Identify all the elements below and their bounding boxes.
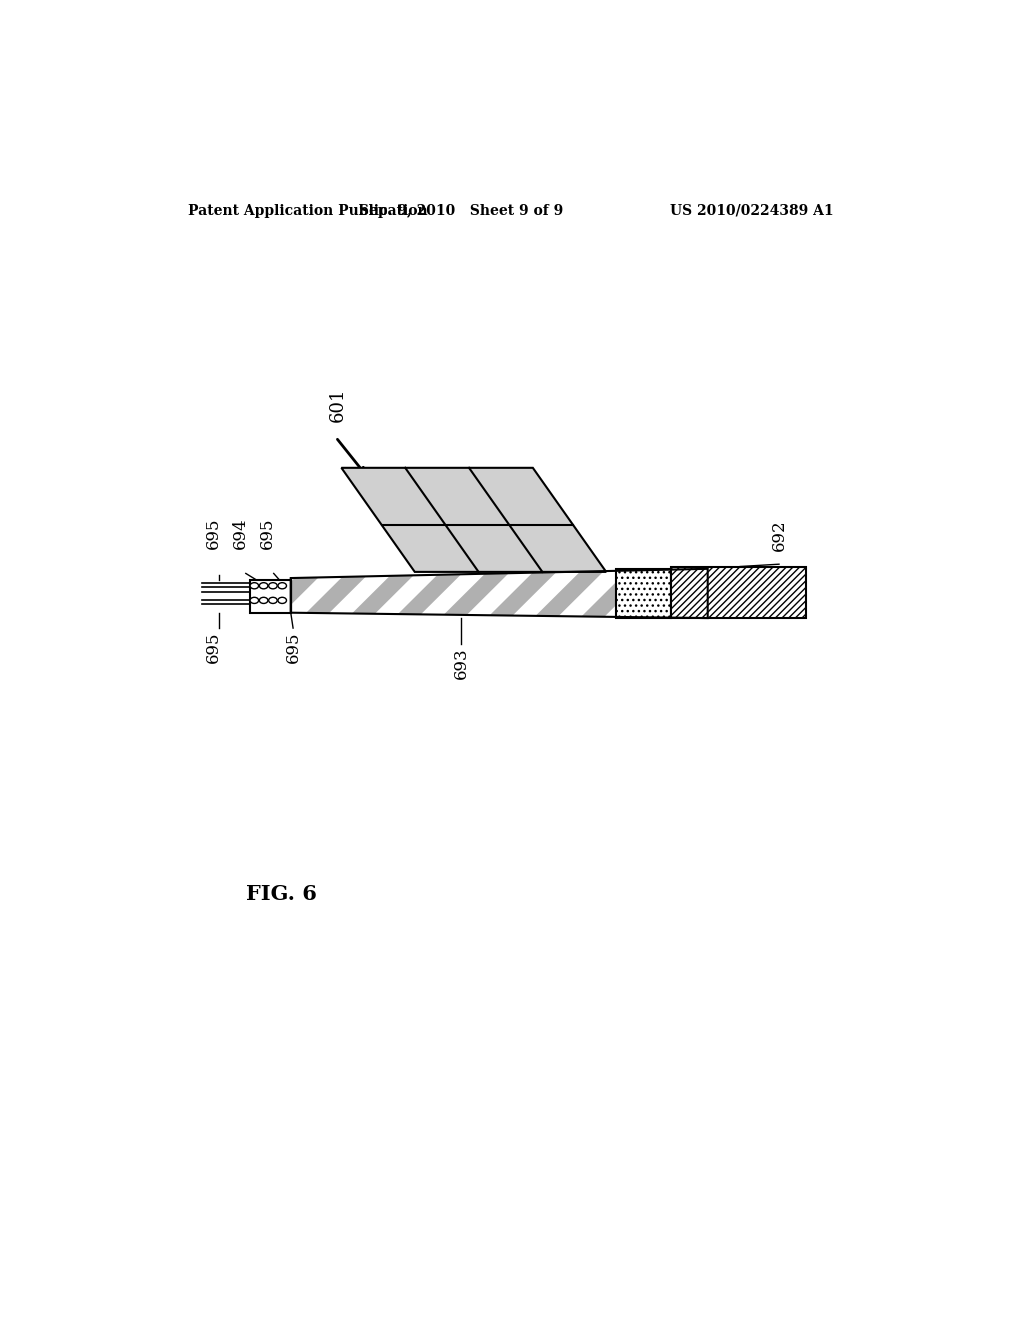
Polygon shape	[539, 528, 693, 659]
Polygon shape	[213, 528, 369, 659]
Text: 695: 695	[285, 632, 302, 664]
Polygon shape	[818, 528, 973, 659]
Polygon shape	[352, 528, 508, 659]
Ellipse shape	[268, 582, 278, 589]
Polygon shape	[493, 528, 647, 659]
Text: Sep. 9, 2010   Sheet 9 of 9: Sep. 9, 2010 Sheet 9 of 9	[359, 203, 563, 218]
Ellipse shape	[259, 597, 268, 603]
Polygon shape	[399, 528, 554, 659]
Ellipse shape	[278, 597, 287, 603]
Text: 601: 601	[329, 388, 346, 422]
Text: 696: 696	[446, 474, 464, 506]
Ellipse shape	[250, 582, 259, 589]
Polygon shape	[291, 569, 708, 618]
Polygon shape	[671, 566, 806, 618]
Text: FIG. 6: FIG. 6	[246, 884, 316, 904]
Text: 695: 695	[205, 517, 222, 549]
Polygon shape	[260, 528, 415, 659]
Ellipse shape	[278, 582, 287, 589]
Ellipse shape	[259, 582, 268, 589]
Text: US 2010/0224389 A1: US 2010/0224389 A1	[671, 203, 835, 218]
Polygon shape	[725, 528, 880, 659]
Polygon shape	[445, 528, 601, 659]
Polygon shape	[586, 528, 740, 659]
Text: 692: 692	[770, 520, 787, 552]
Polygon shape	[678, 528, 834, 659]
Text: 694: 694	[231, 517, 249, 549]
Polygon shape	[306, 528, 461, 659]
Ellipse shape	[250, 597, 259, 603]
Polygon shape	[616, 569, 671, 618]
Text: 695: 695	[205, 632, 222, 664]
Ellipse shape	[268, 597, 278, 603]
Polygon shape	[632, 528, 786, 659]
Text: 695: 695	[259, 517, 276, 549]
Polygon shape	[771, 528, 927, 659]
Text: Patent Application Publication: Patent Application Publication	[188, 203, 428, 218]
Polygon shape	[341, 467, 606, 572]
Text: 693: 693	[453, 647, 470, 678]
